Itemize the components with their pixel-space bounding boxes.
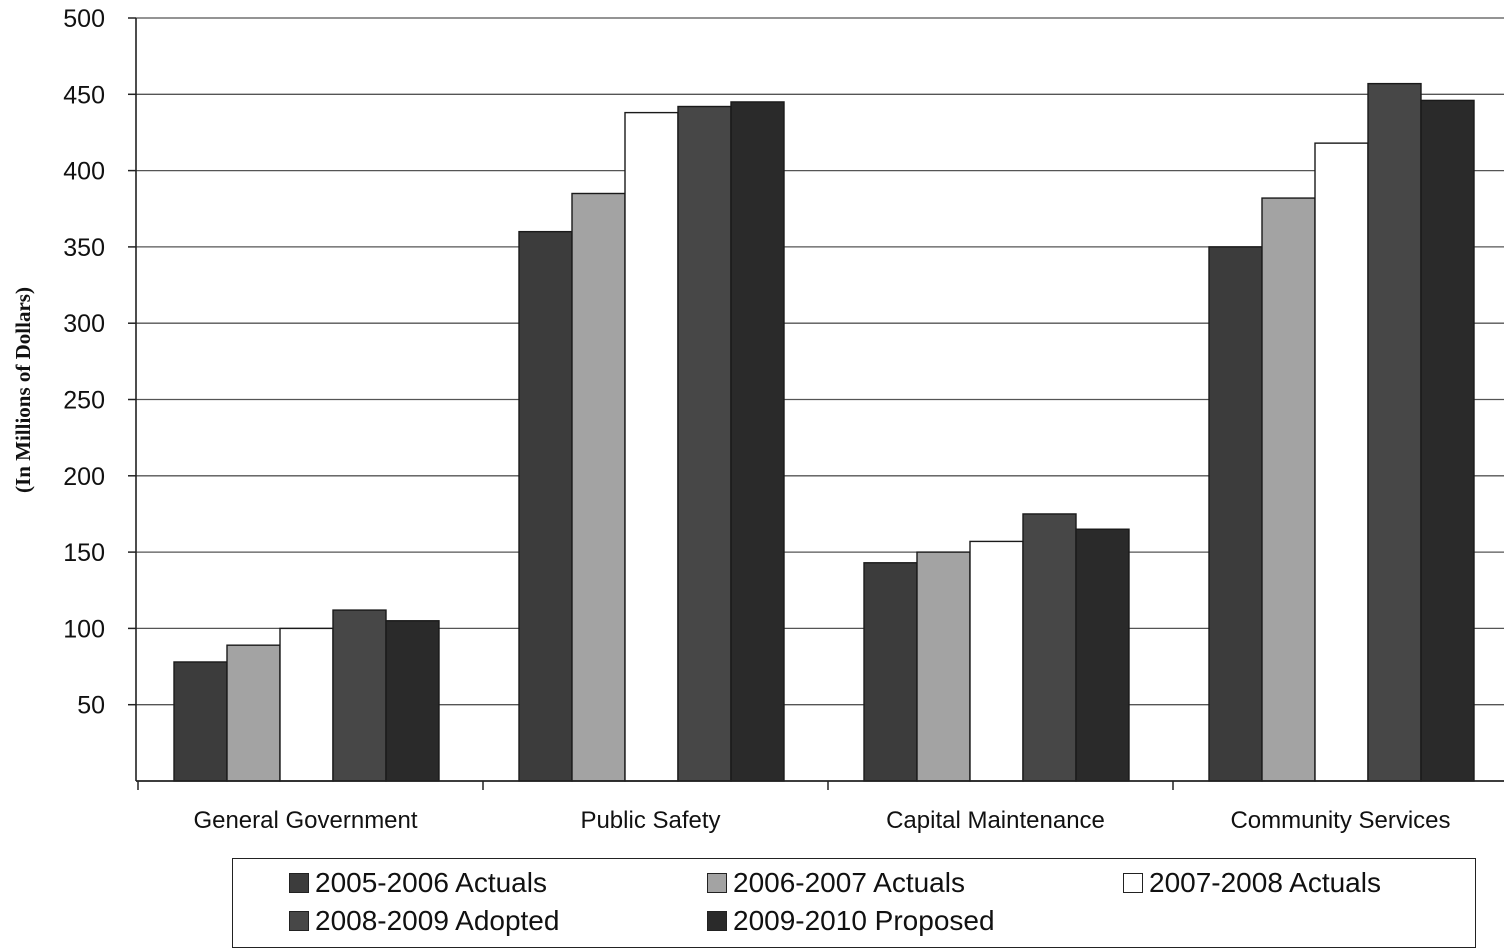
y-tick-label: 250 xyxy=(63,387,105,415)
y-tick-label: 100 xyxy=(63,615,105,643)
legend-label: 2005-2006 Actuals xyxy=(315,867,547,898)
x-tick-label: Community Services xyxy=(1230,807,1450,834)
y-tick-labels: 50 100 150 200 250 300 350 400 450 500 xyxy=(63,5,105,720)
legend-item: 2006-2007 Actuals xyxy=(707,867,965,899)
legend-label: 2008-2009 Adopted xyxy=(315,905,560,936)
bar-community-services-2005-2006-actuals xyxy=(1208,246,1263,782)
legend-swatch xyxy=(707,911,727,931)
bar-general-government-2005-2006-actuals xyxy=(173,661,228,782)
bar-capital-maintenance-2005-2006-actuals xyxy=(863,562,918,782)
bar-general-government-2009-2010-proposed xyxy=(385,620,440,782)
bar-public-safety-2006-2007-actuals xyxy=(571,192,626,782)
legend-swatch xyxy=(1123,873,1143,893)
y-axis-title: (In Millions of Dollars) xyxy=(11,287,35,493)
bar-general-government-2006-2007-actuals xyxy=(226,644,281,782)
bar-capital-maintenance-2006-2007-actuals xyxy=(916,551,971,782)
bars xyxy=(173,82,1475,782)
y-tick-label: 300 xyxy=(63,310,105,338)
legend-label: 2009-2010 Proposed xyxy=(733,905,995,936)
bar-community-services-2007-2008-actuals xyxy=(1314,142,1369,782)
bar-general-government-2007-2008-actuals xyxy=(279,627,334,782)
legend-item: 2009-2010 Proposed xyxy=(707,905,995,937)
bar-community-services-2006-2007-actuals xyxy=(1261,197,1316,782)
bar-capital-maintenance-2007-2008-actuals xyxy=(969,540,1024,782)
bar-community-services-2009-2010-proposed xyxy=(1420,99,1475,782)
bar-public-safety-2005-2006-actuals xyxy=(518,230,573,782)
legend-label: 2007-2008 Actuals xyxy=(1149,867,1381,898)
x-tick-label: Capital Maintenance xyxy=(886,807,1105,834)
y-tick-label: 500 xyxy=(63,5,105,33)
legend-swatch xyxy=(707,873,727,893)
bar-community-services-2008-2009-adopted xyxy=(1367,82,1422,782)
bar-capital-maintenance-2009-2010-proposed xyxy=(1075,528,1130,782)
y-tick-label: 450 xyxy=(63,81,105,109)
y-tick-label: 200 xyxy=(63,463,105,491)
legend-swatch xyxy=(289,911,309,931)
legend-item: 2008-2009 Adopted xyxy=(289,905,559,937)
y-tick-label: 150 xyxy=(63,539,105,567)
x-tick-label: Public Safety xyxy=(580,807,720,834)
legend: 2005-2006 Actuals 2006-2007 Actuals 2007-2… xyxy=(232,858,1476,948)
legend-swatch xyxy=(289,873,309,893)
bar-general-government-2008-2009-adopted xyxy=(332,609,387,782)
bar-public-safety-2007-2008-actuals xyxy=(624,111,679,782)
legend-item: 2007-2008 Actuals xyxy=(1123,867,1381,899)
bar-public-safety-2009-2010-proposed xyxy=(730,101,785,782)
bar-public-safety-2008-2009-adopted xyxy=(677,105,732,782)
y-tick-label: 400 xyxy=(63,158,105,186)
y-tick-label: 350 xyxy=(63,234,105,262)
axes xyxy=(135,18,1504,790)
x-tick-label: General Government xyxy=(193,807,417,834)
y-tick-label: 50 xyxy=(77,692,105,720)
bar-capital-maintenance-2008-2009-adopted xyxy=(1022,513,1077,782)
legend-item: 2005-2006 Actuals xyxy=(289,867,547,899)
x-tick-labels: General Government Public Safety Capital M… xyxy=(193,807,1450,834)
legend-label: 2006-2007 Actuals xyxy=(733,867,965,898)
